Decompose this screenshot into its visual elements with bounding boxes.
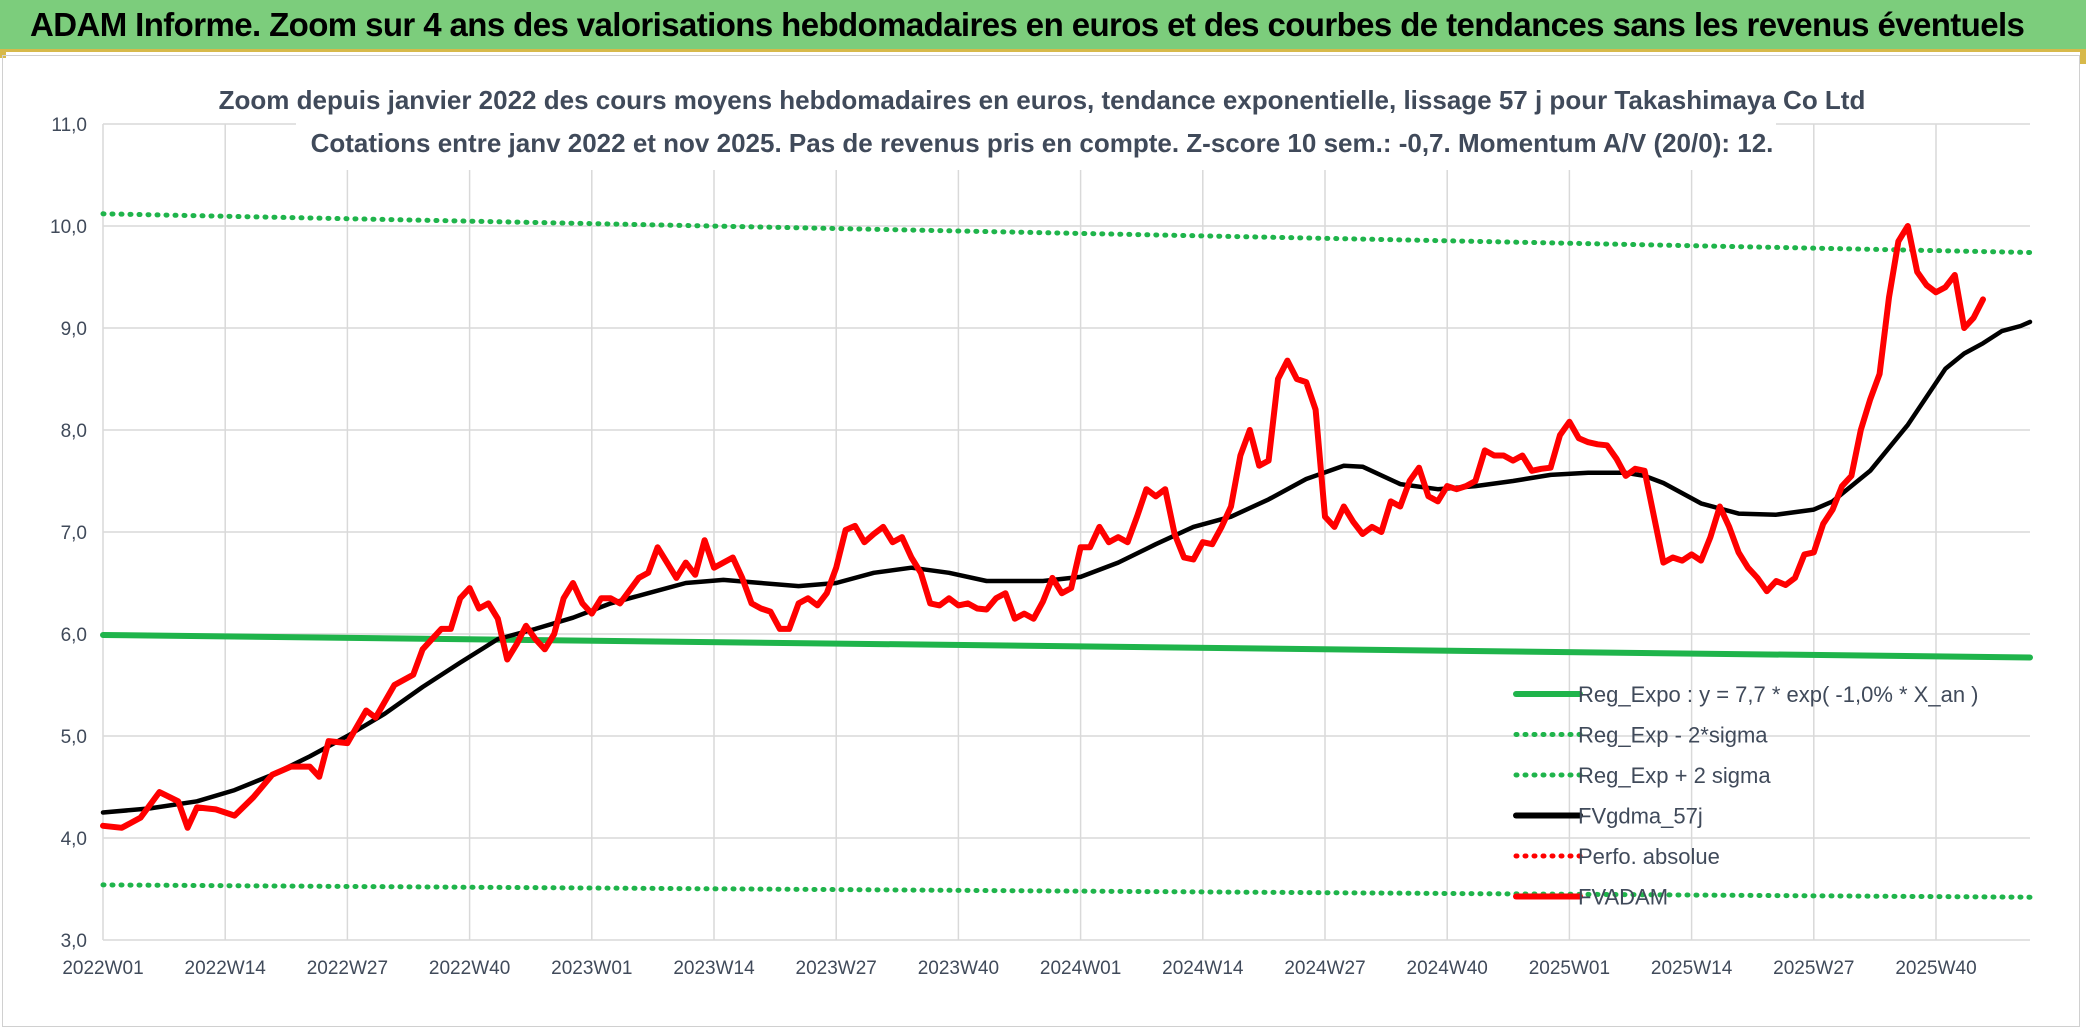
x-tick-label: 2024W40: [1407, 958, 1488, 979]
corner-accent-right: [2080, 52, 2086, 64]
chart-frame: [2, 55, 2080, 1027]
series-reg-expo: [100, 632, 2033, 661]
gridlines: [102, 123, 2030, 941]
x-tick-label: 2025W14: [1651, 958, 1733, 979]
x-tick-label: 2025W40: [1895, 958, 1976, 979]
x-tick-label: 2024W01: [1040, 958, 1121, 979]
y-tick-label: 8,0: [61, 421, 87, 442]
legend-label: Reg_Expo : y = 7,7 * exp( -1,0% * X_an ): [1578, 682, 1979, 707]
y-tick-label: 10,0: [50, 217, 87, 238]
y-tick-label: 4,0: [61, 829, 87, 850]
report-title: ADAM Informe. Zoom sur 4 ans des valoris…: [30, 6, 2025, 43]
chart-title-line-1: Zoom depuis janvier 2022 des cours moyen…: [219, 85, 1866, 115]
y-tick-label: 7,0: [61, 523, 87, 544]
legend-label: Perfo. absolue: [1578, 844, 1720, 869]
series-fvadam: [100, 223, 1986, 831]
y-tick-label: 6,0: [61, 625, 87, 646]
x-tick-label: 2023W27: [796, 958, 877, 979]
x-tick-label: 2024W14: [1162, 958, 1244, 979]
chart-title-background: [296, 78, 1776, 170]
y-tick-label: 3,0: [61, 931, 87, 952]
series-reg-exp-plus-2sigma: [100, 211, 2033, 255]
x-tick-label: 2023W01: [551, 958, 632, 979]
x-tick-label: 2023W40: [918, 958, 999, 979]
x-tick-label: 2022W14: [185, 958, 267, 979]
chart-legend: Reg_Expo : y = 7,7 * exp( -1,0% * X_an )…: [1513, 682, 1979, 910]
x-tick-label: 2022W40: [429, 958, 510, 979]
x-tick-label: 2022W27: [307, 958, 388, 979]
legend-label: FVADAM: [1578, 885, 1668, 910]
legend-label: Reg_Exp + 2 sigma: [1578, 763, 1771, 788]
series-layer: [100, 211, 2033, 900]
y-tick-label: 5,0: [61, 727, 87, 748]
x-tick-label: 2023W14: [673, 958, 755, 979]
series-reg-exp-minus-2sigma: [100, 882, 2033, 900]
x-tick-label: 2024W27: [1284, 958, 1365, 979]
y-axis: 3,0 4,0 5,0 6,0 7,0 8,0 9,0 10,0 11,0: [50, 115, 87, 952]
x-tick-label: 2025W27: [1773, 958, 1854, 979]
legend-label: Reg_Exp - 2*sigma: [1578, 723, 1768, 748]
report-banner: ADAM Informe. Zoom sur 4 ans des valoris…: [0, 0, 2086, 52]
x-tick-label: 2025W01: [1529, 958, 1610, 979]
legend-label: FVgdma_57j: [1578, 804, 1703, 829]
y-tick-label: 11,0: [51, 115, 87, 136]
y-tick-label: 9,0: [61, 319, 87, 340]
chart-title-line-2: Cotations entre janv 2022 et nov 2025. P…: [311, 128, 1774, 158]
x-axis: 2022W01 2022W14 2022W27 2022W40 2023W01 2023W…: [62, 958, 1976, 979]
x-tick-label: 2022W01: [62, 958, 143, 979]
